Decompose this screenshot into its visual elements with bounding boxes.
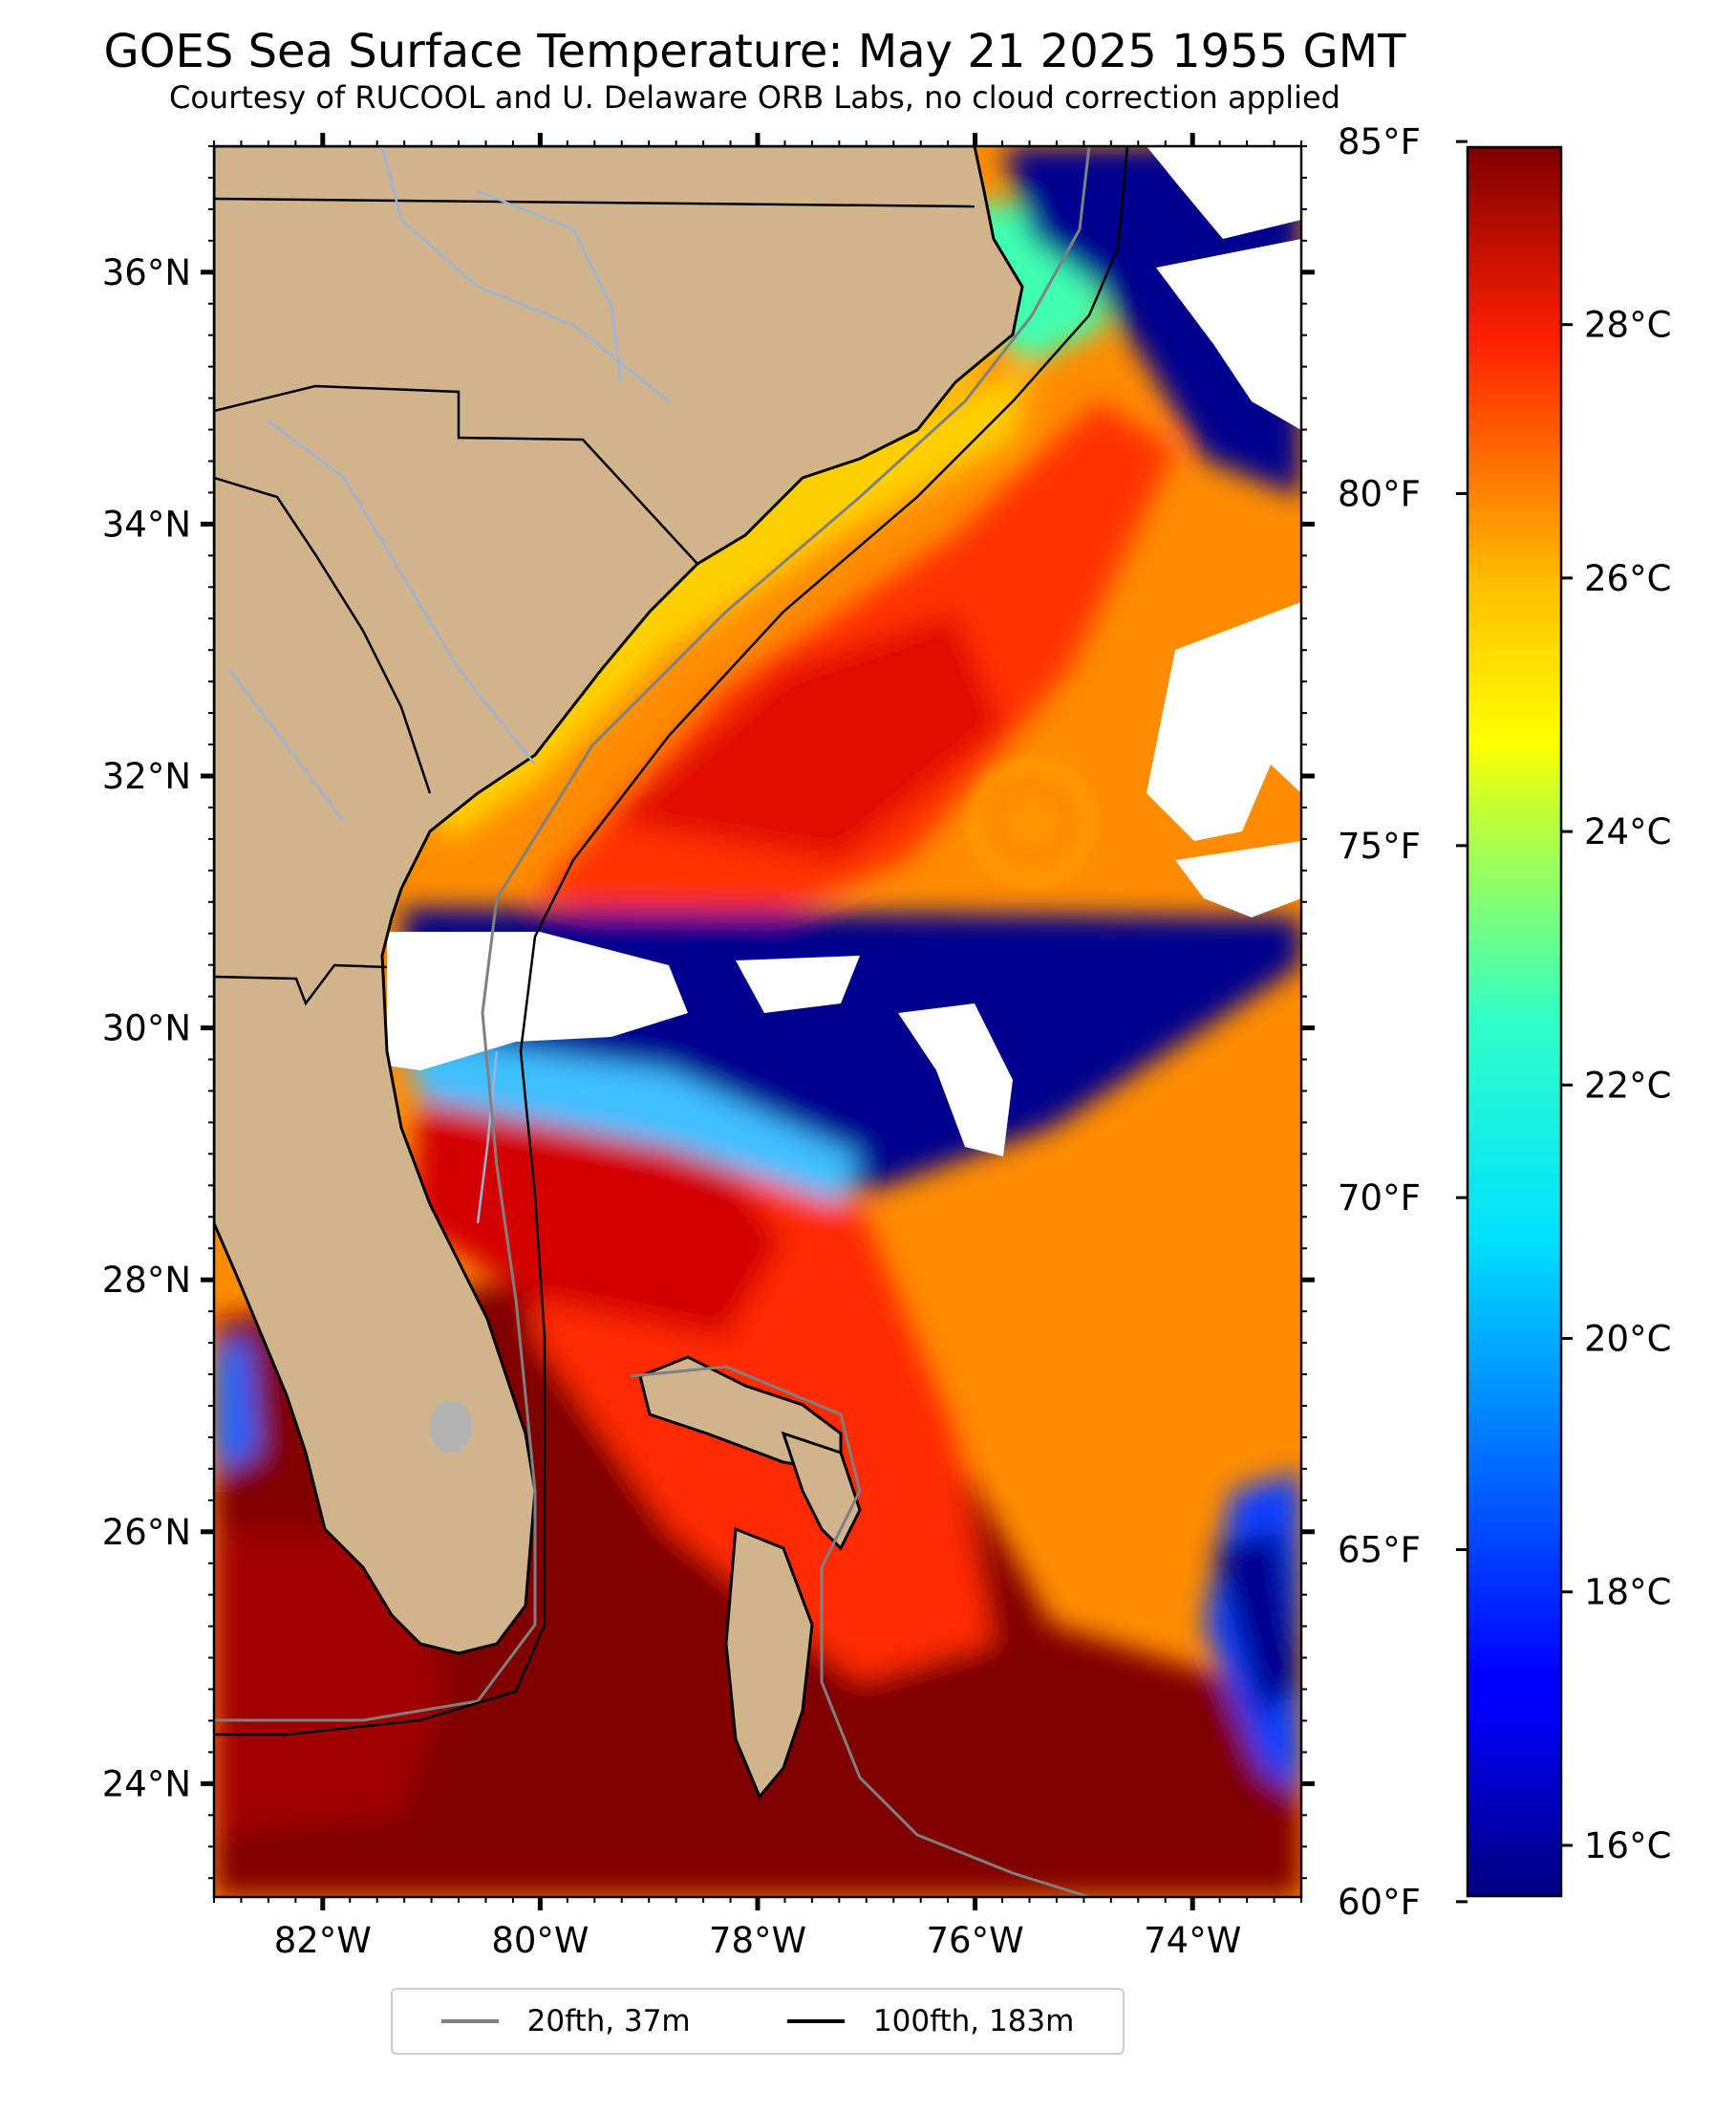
contour-20fth bbox=[214, 146, 1091, 1897]
celsius-tick-label: 18°C bbox=[1584, 1572, 1671, 1613]
fahrenheit-tick-label: 60°F bbox=[1338, 1882, 1421, 1923]
legend-swatch-20fth bbox=[440, 2019, 499, 2023]
contour-100fth bbox=[214, 146, 1129, 1736]
fahrenheit-tick-label: 80°F bbox=[1338, 473, 1421, 514]
fahrenheit-tick-label: 70°F bbox=[1338, 1177, 1421, 1218]
lat-tick-label: 32°N bbox=[102, 756, 191, 797]
celsius-tick-label: 26°C bbox=[1584, 558, 1671, 599]
eddy-rings bbox=[966, 756, 1098, 888]
lake-okeechobee bbox=[430, 1400, 472, 1454]
cloud-east bbox=[1147, 602, 1301, 841]
sst-cool-edge bbox=[401, 1032, 860, 1204]
lon-tick-label: 78°W bbox=[709, 1920, 806, 1961]
lon-tick-label: 76°W bbox=[927, 1920, 1024, 1961]
map-subtitle: Courtesy of RUCOOL and U. Delaware ORB L… bbox=[169, 79, 1340, 116]
legend-label-100fth: 100fth, 183m bbox=[872, 2004, 1075, 2038]
sst-map bbox=[214, 146, 1301, 1897]
sst-red-north-core bbox=[611, 612, 1003, 860]
sst-cool-west-florida bbox=[214, 1338, 258, 1472]
lat-tick-label: 26°N bbox=[102, 1512, 191, 1553]
cloud-band-south bbox=[898, 1003, 1013, 1156]
cloud-east-small bbox=[1175, 841, 1301, 917]
lat-tick-label: 36°N bbox=[102, 252, 191, 293]
legend-swatch-100fth bbox=[786, 2019, 845, 2023]
state-borders bbox=[214, 197, 975, 1006]
lat-tick-label: 34°N bbox=[102, 504, 191, 545]
cloud-band-main bbox=[387, 932, 688, 1070]
sst-cold-southeast-core bbox=[1213, 1529, 1301, 1720]
rivers bbox=[228, 146, 670, 1224]
contour-legend: 20fth, 37m 100fth, 183m bbox=[391, 1988, 1125, 2055]
fahrenheit-tick-label: 75°F bbox=[1338, 826, 1421, 867]
cloud-ne-top bbox=[1147, 146, 1301, 239]
legend-item-100fth: 100fth, 183m bbox=[786, 2004, 1075, 2038]
land bbox=[214, 146, 1024, 1800]
cloud-mask bbox=[387, 146, 1301, 1156]
lon-tick-label: 74°W bbox=[1144, 1920, 1241, 1961]
celsius-tick-label: 20°C bbox=[1584, 1319, 1671, 1360]
celsius-tick-label: 16°C bbox=[1584, 1825, 1671, 1866]
lat-tick-label: 24°N bbox=[102, 1763, 191, 1804]
us-mainland bbox=[214, 146, 1024, 1655]
celsius-tick-label: 28°C bbox=[1584, 305, 1671, 346]
legend-label-20fth: 20fth, 37m bbox=[526, 2004, 691, 2038]
lon-tick-label: 80°W bbox=[491, 1920, 589, 1961]
lon-tick-label: 82°W bbox=[274, 1920, 372, 1961]
cloud-ne-mid bbox=[1156, 239, 1301, 430]
map-title: GOES Sea Surface Temperature: May 21 202… bbox=[103, 25, 1406, 78]
fahrenheit-tick-label: 85°F bbox=[1338, 121, 1421, 162]
legend-item-20fth: 20fth, 37m bbox=[440, 2004, 691, 2038]
colorbar-ticks: 16°C 18°C 20°C 22°C 24°C 26°C 28°C 60°F 65°F 70°F… bbox=[1338, 121, 1671, 1923]
axis-ticks: 36°N 34°N 32°N 30°N 28°N 26°N 24°N 82°W 80°W 78°W… bbox=[102, 133, 1315, 1961]
celsius-tick-label: 24°C bbox=[1584, 811, 1671, 852]
bahamas-andros bbox=[724, 1526, 814, 1800]
colorbar bbox=[1466, 145, 1563, 1898]
lat-tick-label: 28°N bbox=[102, 1260, 191, 1301]
bahamas-abaco bbox=[781, 1431, 862, 1551]
fahrenheit-tick-label: 65°F bbox=[1338, 1530, 1421, 1571]
celsius-tick-label: 22°C bbox=[1584, 1065, 1671, 1106]
cloud-band-mid bbox=[736, 956, 860, 1013]
lat-tick-label: 30°N bbox=[102, 1008, 191, 1049]
